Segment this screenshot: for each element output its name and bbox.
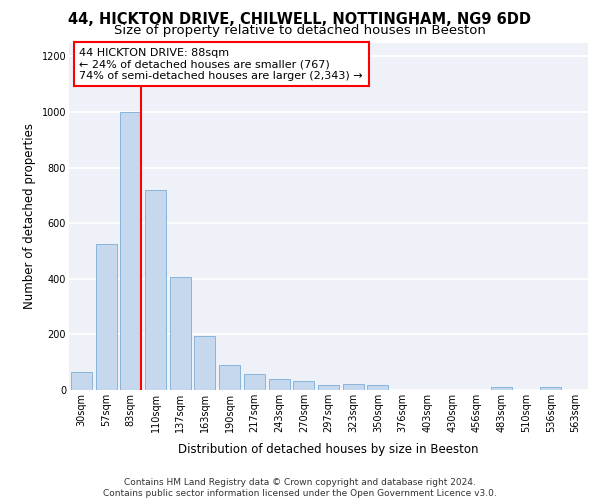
Bar [244, 374, 265, 390]
Bar [120, 112, 141, 390]
Bar [491, 386, 512, 390]
Bar [367, 385, 388, 390]
Bar [343, 384, 364, 390]
Text: 44, HICKTON DRIVE, CHILWELL, NOTTINGHAM, NG9 6DD: 44, HICKTON DRIVE, CHILWELL, NOTTINGHAM,… [68, 12, 532, 28]
Bar [219, 365, 240, 390]
Bar [269, 379, 290, 390]
Bar [71, 372, 92, 390]
X-axis label: Distribution of detached houses by size in Beeston: Distribution of detached houses by size … [178, 444, 479, 456]
Bar [541, 387, 562, 390]
Bar [293, 381, 314, 390]
Bar [95, 244, 116, 390]
Bar [318, 385, 339, 390]
Text: Size of property relative to detached houses in Beeston: Size of property relative to detached ho… [114, 24, 486, 37]
Bar [170, 278, 191, 390]
Bar [145, 190, 166, 390]
Text: Contains HM Land Registry data © Crown copyright and database right 2024.
Contai: Contains HM Land Registry data © Crown c… [103, 478, 497, 498]
Text: 44 HICKTON DRIVE: 88sqm
← 24% of detached houses are smaller (767)
74% of semi-d: 44 HICKTON DRIVE: 88sqm ← 24% of detache… [79, 48, 363, 81]
Bar [194, 336, 215, 390]
Y-axis label: Number of detached properties: Number of detached properties [23, 123, 36, 309]
